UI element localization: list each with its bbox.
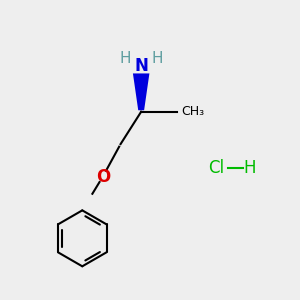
Text: H: H [152,51,163,66]
Text: H: H [244,159,256,177]
Text: Cl: Cl [208,159,224,177]
Text: H: H [119,51,131,66]
Text: CH₃: CH₃ [181,105,204,118]
Text: N: N [134,57,148,75]
Text: O: O [96,167,110,185]
Polygon shape [133,74,149,110]
